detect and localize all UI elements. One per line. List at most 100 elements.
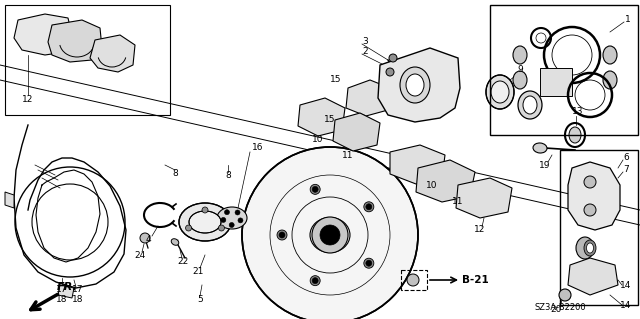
Ellipse shape — [486, 75, 514, 109]
Text: 11: 11 — [452, 197, 464, 206]
Polygon shape — [58, 285, 74, 298]
Bar — [490, 5, 638, 135]
Ellipse shape — [533, 143, 547, 153]
Circle shape — [310, 276, 320, 286]
Circle shape — [312, 186, 318, 192]
Polygon shape — [333, 113, 380, 151]
Ellipse shape — [569, 127, 581, 143]
Ellipse shape — [513, 46, 527, 64]
Circle shape — [312, 217, 348, 253]
Text: 15: 15 — [324, 115, 336, 124]
Polygon shape — [568, 258, 618, 295]
Text: 8: 8 — [172, 169, 178, 179]
Text: 12: 12 — [22, 95, 34, 105]
Polygon shape — [14, 14, 72, 55]
Circle shape — [312, 278, 318, 284]
Circle shape — [277, 230, 287, 240]
Text: 6: 6 — [623, 153, 629, 162]
Text: 2: 2 — [362, 48, 368, 56]
Text: 15: 15 — [330, 76, 342, 85]
Polygon shape — [346, 80, 390, 116]
Text: 13: 13 — [572, 108, 584, 116]
Circle shape — [202, 207, 208, 213]
Bar — [560, 150, 638, 305]
Polygon shape — [378, 48, 460, 122]
Ellipse shape — [217, 207, 247, 229]
Circle shape — [279, 232, 285, 238]
Circle shape — [386, 68, 394, 76]
Text: 17: 17 — [56, 286, 68, 294]
Circle shape — [242, 147, 418, 319]
Polygon shape — [390, 145, 445, 184]
Circle shape — [584, 204, 596, 216]
Text: 17: 17 — [72, 286, 84, 294]
Ellipse shape — [172, 239, 179, 245]
Ellipse shape — [189, 211, 221, 233]
Bar — [5, 5, 170, 115]
Circle shape — [238, 218, 243, 223]
Text: 10: 10 — [426, 181, 438, 189]
Text: SZ3A-B2200: SZ3A-B2200 — [534, 303, 586, 313]
Text: 21: 21 — [192, 268, 204, 277]
Polygon shape — [298, 98, 345, 136]
Ellipse shape — [603, 71, 617, 89]
Circle shape — [140, 233, 150, 243]
Polygon shape — [48, 20, 102, 62]
Circle shape — [320, 225, 340, 245]
Text: 3: 3 — [362, 38, 368, 47]
Circle shape — [229, 222, 234, 227]
Text: 24: 24 — [134, 250, 146, 259]
Text: 22: 22 — [177, 257, 189, 266]
Ellipse shape — [310, 218, 350, 253]
Ellipse shape — [400, 67, 430, 103]
Text: 18: 18 — [56, 295, 68, 305]
Ellipse shape — [586, 243, 593, 253]
Ellipse shape — [603, 46, 617, 64]
Circle shape — [584, 176, 596, 188]
Circle shape — [221, 218, 226, 222]
Text: 9: 9 — [517, 65, 523, 75]
Ellipse shape — [406, 74, 424, 96]
Text: 5: 5 — [197, 295, 203, 305]
Circle shape — [407, 274, 419, 286]
Polygon shape — [5, 192, 14, 208]
Polygon shape — [456, 178, 512, 218]
Text: 20: 20 — [550, 306, 562, 315]
Text: 4: 4 — [145, 235, 151, 244]
Polygon shape — [90, 35, 135, 72]
Circle shape — [366, 260, 372, 266]
Polygon shape — [416, 160, 475, 202]
Circle shape — [366, 204, 372, 210]
Circle shape — [186, 225, 191, 231]
Text: 18: 18 — [72, 295, 84, 305]
Text: 10: 10 — [312, 136, 324, 145]
Text: 11: 11 — [342, 151, 354, 160]
Text: B-21: B-21 — [461, 275, 488, 285]
Ellipse shape — [523, 96, 537, 114]
Circle shape — [218, 225, 225, 231]
Circle shape — [364, 202, 374, 212]
Text: 19: 19 — [540, 160, 551, 169]
Ellipse shape — [518, 91, 542, 119]
Text: 14: 14 — [620, 300, 632, 309]
Ellipse shape — [179, 203, 231, 241]
Text: 16: 16 — [252, 143, 264, 152]
Bar — [401, 270, 427, 290]
Circle shape — [310, 184, 320, 194]
Circle shape — [389, 54, 397, 62]
Circle shape — [235, 210, 240, 215]
Text: 12: 12 — [474, 226, 486, 234]
Text: 7: 7 — [623, 166, 629, 174]
Bar — [540, 68, 572, 96]
Circle shape — [225, 210, 230, 215]
Text: 1: 1 — [625, 16, 631, 25]
Text: 8: 8 — [225, 170, 231, 180]
Polygon shape — [568, 162, 620, 230]
Ellipse shape — [491, 81, 509, 103]
Ellipse shape — [576, 237, 594, 259]
Ellipse shape — [513, 71, 527, 89]
Text: FR.: FR. — [56, 282, 77, 292]
Text: 14: 14 — [620, 280, 632, 290]
Ellipse shape — [584, 240, 596, 256]
Circle shape — [559, 289, 571, 301]
